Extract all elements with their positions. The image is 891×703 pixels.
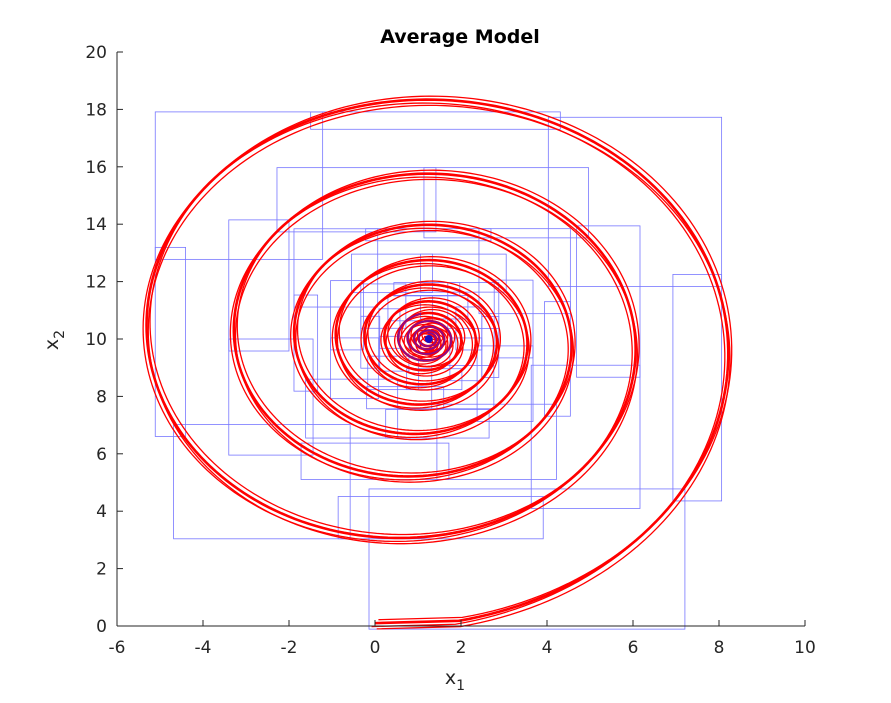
blue-box xyxy=(476,345,534,422)
y-tick-label: 0 xyxy=(96,617,107,637)
blue-box xyxy=(293,228,379,308)
y-tick-label: 20 xyxy=(85,43,107,63)
plot-area xyxy=(142,95,733,630)
x-tick-label: -2 xyxy=(281,638,298,658)
x-axis-label: x1 xyxy=(445,667,465,694)
blue-box xyxy=(173,424,351,540)
x-tick-label: 6 xyxy=(628,638,639,658)
blue-box xyxy=(337,496,544,540)
chart-title: Average Model xyxy=(380,26,540,48)
y-tick-label: 10 xyxy=(85,330,107,350)
blue-box xyxy=(423,167,589,239)
x-tick-label: -4 xyxy=(195,638,212,658)
y-tick-label: 16 xyxy=(85,158,107,178)
blue-box xyxy=(576,225,641,378)
blue-box xyxy=(154,246,186,437)
blue-box xyxy=(330,280,364,351)
y-tick-label: 6 xyxy=(96,445,107,465)
y-tick-label: 2 xyxy=(96,560,107,580)
blue-box xyxy=(672,274,723,502)
x-tick-label: 4 xyxy=(542,638,553,658)
blue-box xyxy=(378,335,410,372)
blue-box xyxy=(393,282,461,297)
x-tick-label: 2 xyxy=(456,638,467,658)
blue-box xyxy=(449,337,483,382)
blue-box xyxy=(493,279,534,359)
x-tick-label: 0 xyxy=(370,638,381,658)
center-point xyxy=(424,335,433,343)
blue-box xyxy=(154,111,324,260)
blue-box xyxy=(420,295,469,320)
blue-box xyxy=(276,167,437,233)
y-tick-label: 18 xyxy=(85,100,107,120)
blue-box xyxy=(387,295,433,322)
axes: -6 -4 -2 0 2 4 6 8 10 0 2 4 6 8 10 12 14 16 18 20 xyxy=(85,43,815,658)
blue-box xyxy=(530,364,641,509)
y-tick-label: 4 xyxy=(96,502,107,522)
y-tick-label: 14 xyxy=(85,215,107,235)
blue-box xyxy=(228,338,314,456)
blue-box xyxy=(368,488,686,630)
x-tick-label: 8 xyxy=(714,638,725,658)
blue-box xyxy=(228,219,290,352)
red-trajectory-line xyxy=(142,102,726,628)
purple-inner-line xyxy=(397,312,453,362)
y-axis-label: x2 xyxy=(41,330,68,350)
y-tick-label: 8 xyxy=(96,387,107,407)
blue-box xyxy=(547,116,723,287)
y-tick-label: 12 xyxy=(85,273,107,293)
x-tick-label: -6 xyxy=(109,638,126,658)
red-trajectory-line xyxy=(147,104,731,630)
x-tick-label: 10 xyxy=(794,638,816,658)
